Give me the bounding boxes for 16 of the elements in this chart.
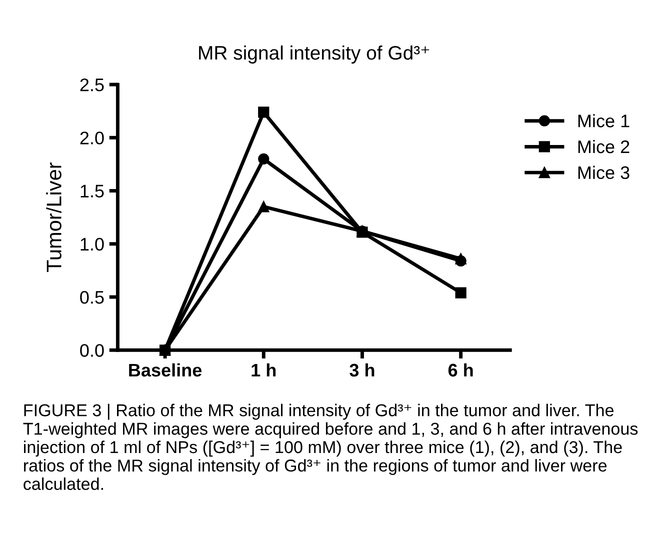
- legend-label: Mice 2: [578, 140, 630, 154]
- y-tick-label: 1.5: [80, 184, 104, 198]
- legend-label: Mice 1: [578, 114, 630, 128]
- chart-title: MR signal intensity of Gd³⁺: [199, 45, 430, 64]
- legend-label: Mice 3: [578, 166, 630, 180]
- y-tick-label: 0.5: [80, 290, 104, 304]
- x-tick-label: Baseline: [129, 363, 202, 377]
- x-tick-label: 3 h: [350, 363, 374, 377]
- y-tick-label: 0.0: [80, 344, 104, 357]
- x-tick-label: 6 h: [448, 363, 473, 377]
- y-tick-label: 2.0: [80, 132, 104, 144]
- y-tick-label: 1.0: [80, 238, 104, 251]
- y-tick-label: 2.5: [80, 78, 104, 92]
- x-tick-label: 1 h: [252, 363, 276, 376]
- y-axis-title: Tumor/Liver: [46, 162, 62, 272]
- caption: FIGURE 3 | Ratio of the MR signal intensity of Gd³⁺ in the tumor and liver. The T1-weighted MR images were acquired before and 1, 3, and 6 h after intravenous injection of 1 ml of NPs ([Gd³⁺] = 100 mM) over three mice (1), (2), and (3). The ratios of the MR signal intensity of Gd³⁺ in the regions of tumor and liver were calculated.: [23, 404, 638, 490]
